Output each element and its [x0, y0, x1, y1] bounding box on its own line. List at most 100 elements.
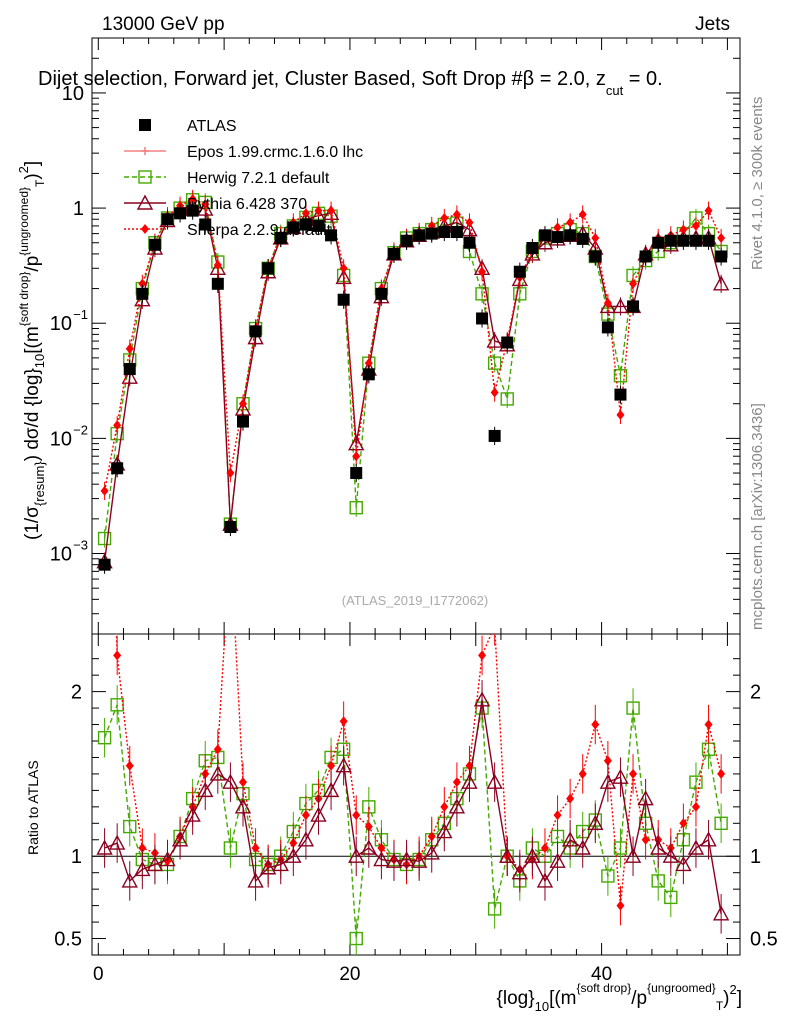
- ratio-point: [691, 801, 700, 812]
- side-label-2-group: mcplots.cern.ch [arXiv:1306.3436]: [749, 403, 766, 630]
- data-point: [188, 193, 197, 204]
- ratio-point: [238, 777, 247, 788]
- data-point: [526, 242, 539, 255]
- data-point: [262, 262, 275, 275]
- ratio-series-layer: [96, 634, 730, 955]
- chart-title-main: Dijet selection, Forward jet, Cluster Ba…: [38, 68, 524, 90]
- data-point: [249, 325, 262, 338]
- data-point: [486, 332, 503, 348]
- data-point: [629, 278, 638, 289]
- data-point: [566, 217, 575, 228]
- data-point: [312, 219, 325, 232]
- ratio-point: [251, 843, 260, 853]
- ratio-point: [213, 744, 222, 755]
- y-tick-label: 10: [50, 313, 72, 335]
- ratio-point: [197, 781, 214, 798]
- ratio-point: [561, 831, 579, 847]
- ratio-point: [272, 855, 289, 872]
- data-point: [186, 204, 199, 217]
- ratio-point: [301, 810, 310, 821]
- ratio-point: [171, 831, 189, 847]
- data-point: [463, 236, 476, 249]
- data-point: [564, 229, 577, 242]
- y-tick-label: 10: [50, 544, 72, 566]
- data-point: [513, 265, 526, 278]
- ratio-point: [478, 650, 487, 661]
- side-label-1: Rivet 4.1.0, ≥ 300k events: [749, 97, 766, 270]
- ratio-point: [662, 847, 679, 863]
- data-point: [578, 209, 587, 220]
- legend-item-1: Epos 1.99.crmc.1.6.0 lhc: [124, 144, 363, 161]
- data-point: [664, 234, 677, 247]
- data-point: [113, 420, 122, 431]
- ratio-point: [113, 650, 122, 661]
- ratio-point: [603, 755, 612, 766]
- data-point: [352, 451, 361, 462]
- ratio-point: [679, 818, 688, 829]
- ratio-point: [675, 855, 692, 872]
- data-point: [616, 409, 625, 420]
- data-point: [238, 398, 247, 409]
- ratio-point: [159, 851, 176, 867]
- y-tick-label: 10: [62, 83, 84, 105]
- data-point: [591, 232, 600, 243]
- ratio-point: [601, 869, 615, 883]
- ratio-point: [599, 773, 617, 789]
- data-point: [551, 231, 564, 244]
- ratio-panel: 0 20 40 0.5 0.5 1 1 2 2: [54, 633, 778, 985]
- ratio-point: [664, 890, 678, 905]
- data-point: [679, 224, 688, 235]
- data-point: [138, 278, 147, 289]
- data-point: [613, 369, 628, 383]
- x-tick-label: 40: [591, 964, 612, 985]
- watermark: (ATLAS_2019_I1772062): [342, 593, 488, 608]
- ratio-point: [700, 831, 717, 847]
- data-point: [652, 236, 665, 249]
- data-point: [121, 368, 138, 384]
- data-point: [440, 213, 449, 224]
- data-point: [717, 232, 726, 243]
- header-right: Jets: [695, 14, 730, 35]
- legend-marker: [139, 119, 151, 131]
- x-tick-label: 20: [339, 964, 360, 985]
- data-point: [387, 247, 400, 260]
- data-point: [339, 263, 348, 274]
- data-point: [97, 531, 112, 546]
- data-point: [201, 199, 210, 210]
- data-point: [712, 275, 730, 291]
- ratio-y-tick-label: 2: [71, 682, 82, 704]
- ratio-point: [108, 834, 126, 850]
- ratio-point: [234, 798, 252, 814]
- data-point: [213, 260, 222, 271]
- data-point: [413, 229, 426, 242]
- data-point: [614, 388, 627, 401]
- data-point: [123, 363, 136, 376]
- data-point: [335, 268, 352, 285]
- ratio-point: [511, 864, 528, 880]
- ratio-point: [223, 841, 238, 855]
- legend-marker: [141, 147, 149, 155]
- data-point: [488, 429, 501, 442]
- data-point: [487, 356, 502, 370]
- data-point: [161, 213, 174, 226]
- chart-title: Dijet selection, Forward jet, Cluster Ba…: [38, 68, 663, 98]
- ratio-point: [624, 847, 642, 863]
- ratio-point: [123, 819, 137, 834]
- legend-label: Pythia 6.428 370: [187, 196, 307, 213]
- ratio-y-tick-label: 0.5: [54, 929, 82, 951]
- side-label-2: mcplots.cern.ch [arXiv:1306.3436]: [749, 403, 766, 630]
- ratio-y-label-group: Ratio to ATLAS: [25, 760, 41, 855]
- ratio-point: [473, 691, 491, 707]
- main-series-layer: [96, 189, 730, 574]
- ratio-point: [259, 859, 277, 875]
- data-point: [314, 205, 323, 216]
- ratio-point: [641, 834, 650, 845]
- data-point: [349, 500, 363, 515]
- ratio-series-3: [96, 680, 730, 934]
- y-tick-exponent: −3: [73, 538, 88, 553]
- ratio-y-tick-label-right: 2: [750, 682, 761, 704]
- ratio-point: [352, 810, 361, 821]
- ratio-point: [612, 768, 629, 784]
- data-point: [287, 221, 300, 234]
